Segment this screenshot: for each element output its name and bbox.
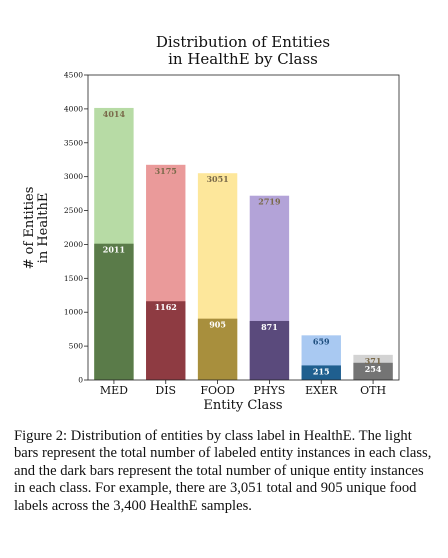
- y-tick-label: 2000: [64, 240, 83, 249]
- bar-unique-med: [94, 243, 134, 380]
- x-tick-label-phys: PHYS: [254, 384, 286, 397]
- bar-label-total-food: 3051: [206, 174, 228, 184]
- bar-unique-dis: [146, 301, 186, 380]
- y-axis-label: # of Entities in HealthE: [22, 187, 51, 270]
- y-tick-label: 0: [78, 376, 83, 385]
- bar-label-total-exer: 659: [313, 336, 330, 346]
- y-tick-label: 3000: [64, 172, 83, 181]
- bar-unique-phys: [249, 320, 290, 380]
- figure-caption: Figure 2: Distribution of entities by cl…: [14, 428, 432, 514]
- chart-title-line-1: Distribution of Entities: [156, 33, 330, 51]
- bar-label-total-oth: 371: [365, 356, 382, 366]
- bar-label-unique-med: 2011: [103, 245, 125, 255]
- bar-unique-oth: [353, 362, 393, 380]
- bar-label-unique-exer: 215: [313, 366, 330, 376]
- bar-unique-exer: [301, 365, 341, 380]
- bar-label-unique-food: 905: [209, 320, 226, 330]
- bar-label-total-med: 4014: [103, 109, 126, 119]
- y-tick-label: 4500: [64, 71, 83, 80]
- bar-chart: Distribution of Entities in HealthE by C…: [22, 33, 400, 413]
- x-tick-label-food: FOOD: [200, 384, 235, 397]
- bar-label-unique-phys: 871: [261, 322, 278, 332]
- y-tick-label: 3500: [64, 138, 83, 147]
- bar-label-total-dis: 3175: [155, 166, 177, 176]
- y-tick-label: 2500: [64, 206, 83, 215]
- y-tick-label: 500: [69, 342, 84, 351]
- y-axis-label-line-1: # of Entities: [22, 187, 37, 270]
- bar-label-unique-oth: 254: [365, 364, 382, 374]
- x-tick-label-oth: OTH: [360, 384, 386, 397]
- bar-unique-food: [197, 318, 238, 380]
- x-axis-label: Entity Class: [203, 398, 282, 413]
- bar-label-unique-dis: 1162: [155, 302, 177, 312]
- plot-area: 0 500 1000 1500 2000 2500 3000 3500 4000 4500 4014…: [64, 71, 393, 397]
- x-tick-label-exer: EXER: [305, 384, 338, 397]
- y-tick-label: 4000: [64, 104, 83, 113]
- bar-label-total-phys: 2719: [258, 197, 281, 207]
- axes-frame: [87, 74, 400, 381]
- x-tick-label-dis: DIS: [155, 384, 176, 397]
- y-axis-label-line-2: in HealthE: [36, 193, 51, 264]
- chart-title-line-2: in HealthE by Class: [168, 50, 318, 68]
- x-tick-label-med: MED: [100, 384, 128, 397]
- y-tick-label: 1500: [64, 274, 83, 283]
- y-tick-label: 1000: [64, 308, 83, 317]
